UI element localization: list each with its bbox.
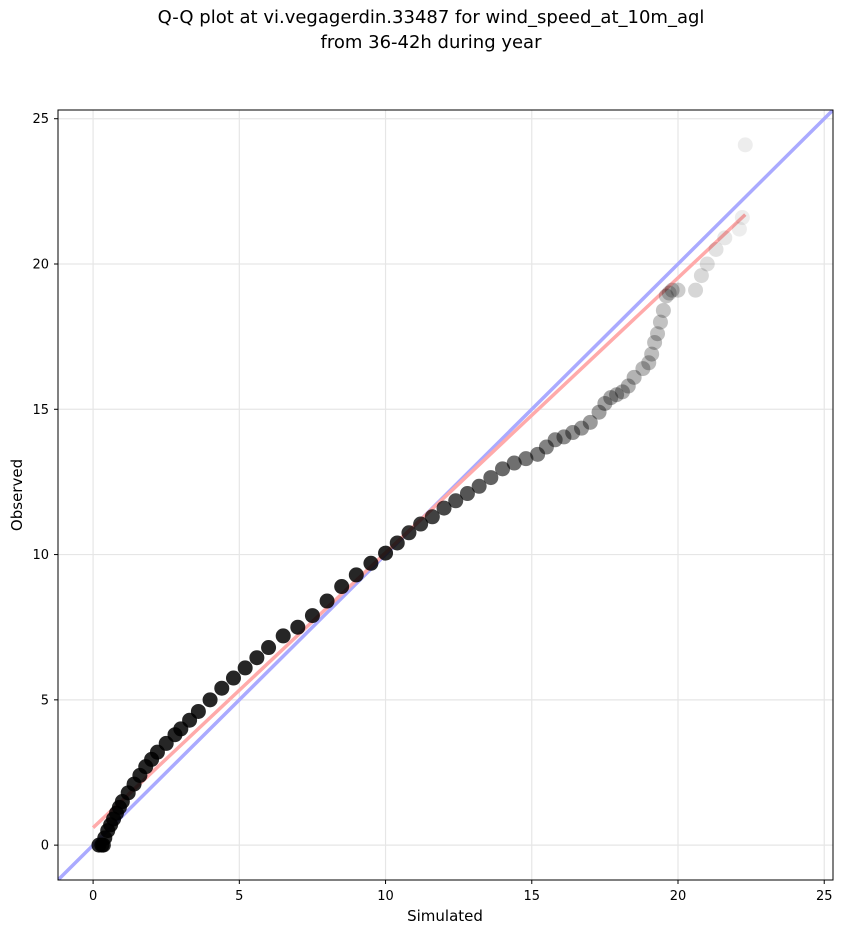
data-point (413, 516, 429, 532)
data-point (547, 432, 563, 448)
data-point (647, 334, 663, 350)
data-point (635, 361, 651, 377)
data-point (603, 390, 619, 406)
data-point (363, 555, 379, 571)
data-point (495, 461, 511, 477)
data-point (582, 414, 598, 430)
data-point (483, 470, 499, 486)
data-point (225, 670, 241, 686)
data-point (664, 282, 680, 298)
data-point (708, 241, 724, 257)
data-point (737, 137, 753, 153)
chart-title-line-1: Q-Q plot at vi.vegagerdin.33487 for wind… (158, 7, 705, 28)
data-point (609, 387, 625, 403)
data-point (214, 680, 230, 696)
data-point (688, 282, 704, 298)
axis-ticks: 0 5 10 15 20 25 0 5 10 15 20 25 (32, 112, 832, 904)
y-tick-label: 10 (32, 548, 49, 563)
data-point (734, 210, 750, 226)
data-point (275, 628, 291, 644)
data-point (401, 525, 417, 541)
reference-lines (58, 110, 833, 880)
data-point (348, 567, 364, 583)
data-point (693, 268, 709, 284)
data-point (658, 288, 674, 304)
x-tick-label: 15 (524, 889, 541, 904)
data-point (249, 650, 265, 666)
data-point (731, 221, 747, 237)
plot-area-frame (57, 109, 834, 881)
data-point (237, 660, 253, 676)
data-point (378, 545, 394, 561)
grid-lines (58, 110, 833, 880)
data-points (91, 137, 753, 853)
x-axis-label: Simulated (407, 907, 483, 925)
data-point (717, 230, 733, 246)
data-point (573, 420, 589, 436)
data-point (670, 282, 686, 298)
data-point (565, 425, 581, 441)
data-point (641, 355, 657, 371)
data-point (652, 314, 668, 330)
data-point (202, 692, 218, 708)
data-point (655, 302, 671, 318)
chart-title-line-2: from 36-42h during year (321, 32, 543, 53)
data-point (304, 608, 320, 624)
data-point (190, 703, 206, 719)
data-point (597, 395, 613, 411)
data-point (591, 404, 607, 420)
y-tick-label: 25 (32, 112, 49, 127)
y-axis-label: Observed (8, 459, 26, 531)
data-point (471, 478, 487, 494)
data-point (699, 256, 715, 272)
x-tick-label: 25 (816, 889, 833, 904)
data-point (436, 500, 452, 516)
data-point (424, 509, 440, 525)
data-point (556, 429, 572, 445)
data-point (459, 486, 475, 502)
data-point (518, 451, 534, 467)
data-point (389, 535, 405, 551)
y-tick-label: 0 (41, 839, 49, 854)
data-point (620, 378, 636, 394)
x-tick-label: 0 (89, 889, 97, 904)
data-point (530, 446, 546, 462)
data-point (334, 579, 350, 595)
data-point (261, 640, 277, 656)
data-point (290, 619, 306, 635)
data-point (650, 326, 666, 342)
x-tick-label: 20 (670, 889, 687, 904)
data-point (319, 593, 335, 609)
x-tick-label: 10 (377, 889, 394, 904)
y-tick-label: 15 (32, 403, 49, 418)
data-point (538, 439, 554, 455)
data-point (506, 455, 522, 471)
data-point (614, 384, 630, 400)
data-point (644, 346, 660, 362)
x-tick-label: 5 (235, 889, 243, 904)
y-tick-label: 5 (41, 693, 49, 708)
data-point (661, 285, 677, 301)
y-tick-label: 20 (32, 258, 49, 273)
data-point (448, 493, 464, 509)
data-point (626, 369, 642, 385)
